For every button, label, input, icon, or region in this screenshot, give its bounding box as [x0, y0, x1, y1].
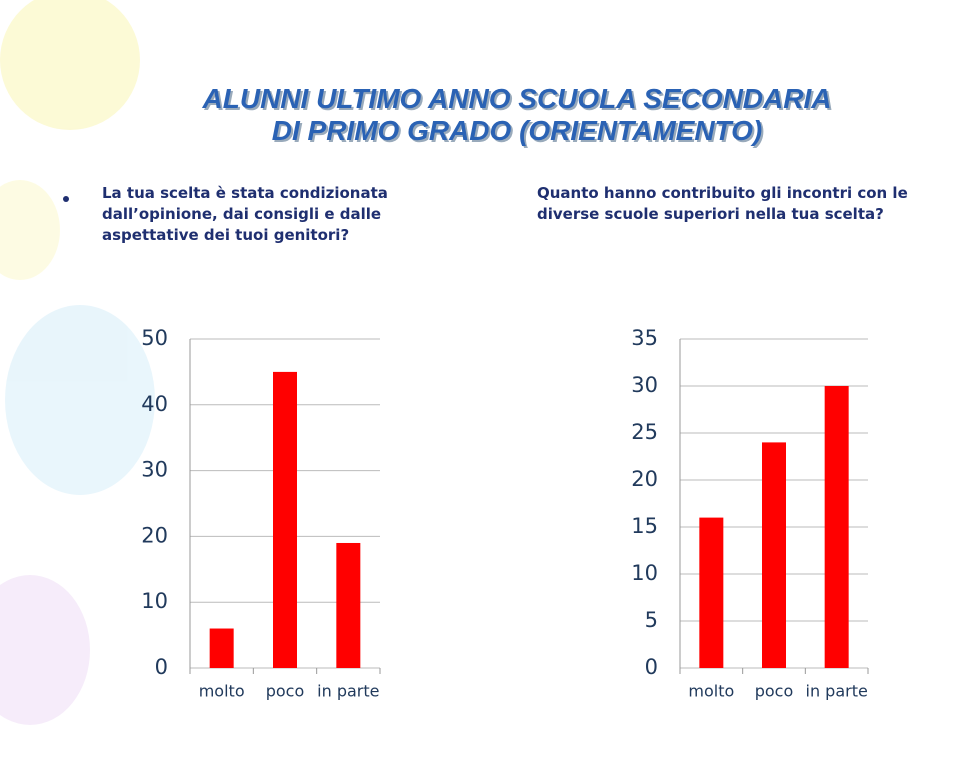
balloon-decoration	[0, 0, 155, 725]
slide-title: ALUNNI ULTIMO ANNO SCUOLA SECONDARIA	[202, 83, 832, 114]
y-tick-label: 20	[141, 523, 168, 547]
y-tick-label: 25	[631, 420, 658, 444]
y-tick-label: 30	[141, 458, 168, 482]
x-tick-label: molto	[688, 682, 734, 701]
slide-title: DI PRIMO GRADO (ORIENTAMENTO)	[272, 115, 763, 146]
bar	[762, 442, 786, 668]
y-tick-label: 15	[631, 514, 658, 538]
x-tick-label: poco	[755, 682, 794, 701]
chart-title: aspettative dei tuoi genitori?	[102, 226, 349, 244]
bar	[273, 371, 297, 668]
y-tick-label: 0	[645, 655, 658, 679]
bar	[824, 386, 849, 668]
slide-title-shadow: ALUNNI ULTIMO ANNO SCUOLA SECONDARIA	[204, 85, 834, 116]
chart-title: diverse scuole superiori nella tua scelt…	[537, 205, 884, 223]
bar	[336, 542, 361, 668]
slide-title-shadow: DI PRIMO GRADO (ORIENTAMENTO)	[274, 117, 765, 148]
y-tick-label: 20	[631, 467, 658, 491]
x-tick-label: poco	[266, 682, 305, 701]
y-tick-label: 10	[141, 589, 168, 613]
bullet	[63, 196, 69, 202]
y-tick-label: 30	[631, 373, 658, 397]
x-tick-label: in parte	[317, 682, 379, 701]
y-tick-label: 40	[141, 392, 168, 416]
x-tick-label: in parte	[806, 682, 868, 701]
x-tick-label: molto	[199, 682, 245, 701]
y-tick-label: 35	[631, 326, 658, 350]
y-tick-label: 50	[141, 326, 168, 350]
chart-title: dall’opinione, dai consigli e dalle	[102, 205, 381, 223]
chart-title: Quanto hanno contribuito gli incontri co…	[537, 184, 908, 202]
bar	[209, 628, 234, 668]
y-tick-label: 0	[155, 655, 168, 679]
bar	[699, 517, 724, 668]
y-tick-label: 5	[645, 608, 658, 632]
chart-title: La tua scelta è stata condizionata	[102, 184, 388, 202]
y-tick-label: 10	[631, 561, 658, 585]
